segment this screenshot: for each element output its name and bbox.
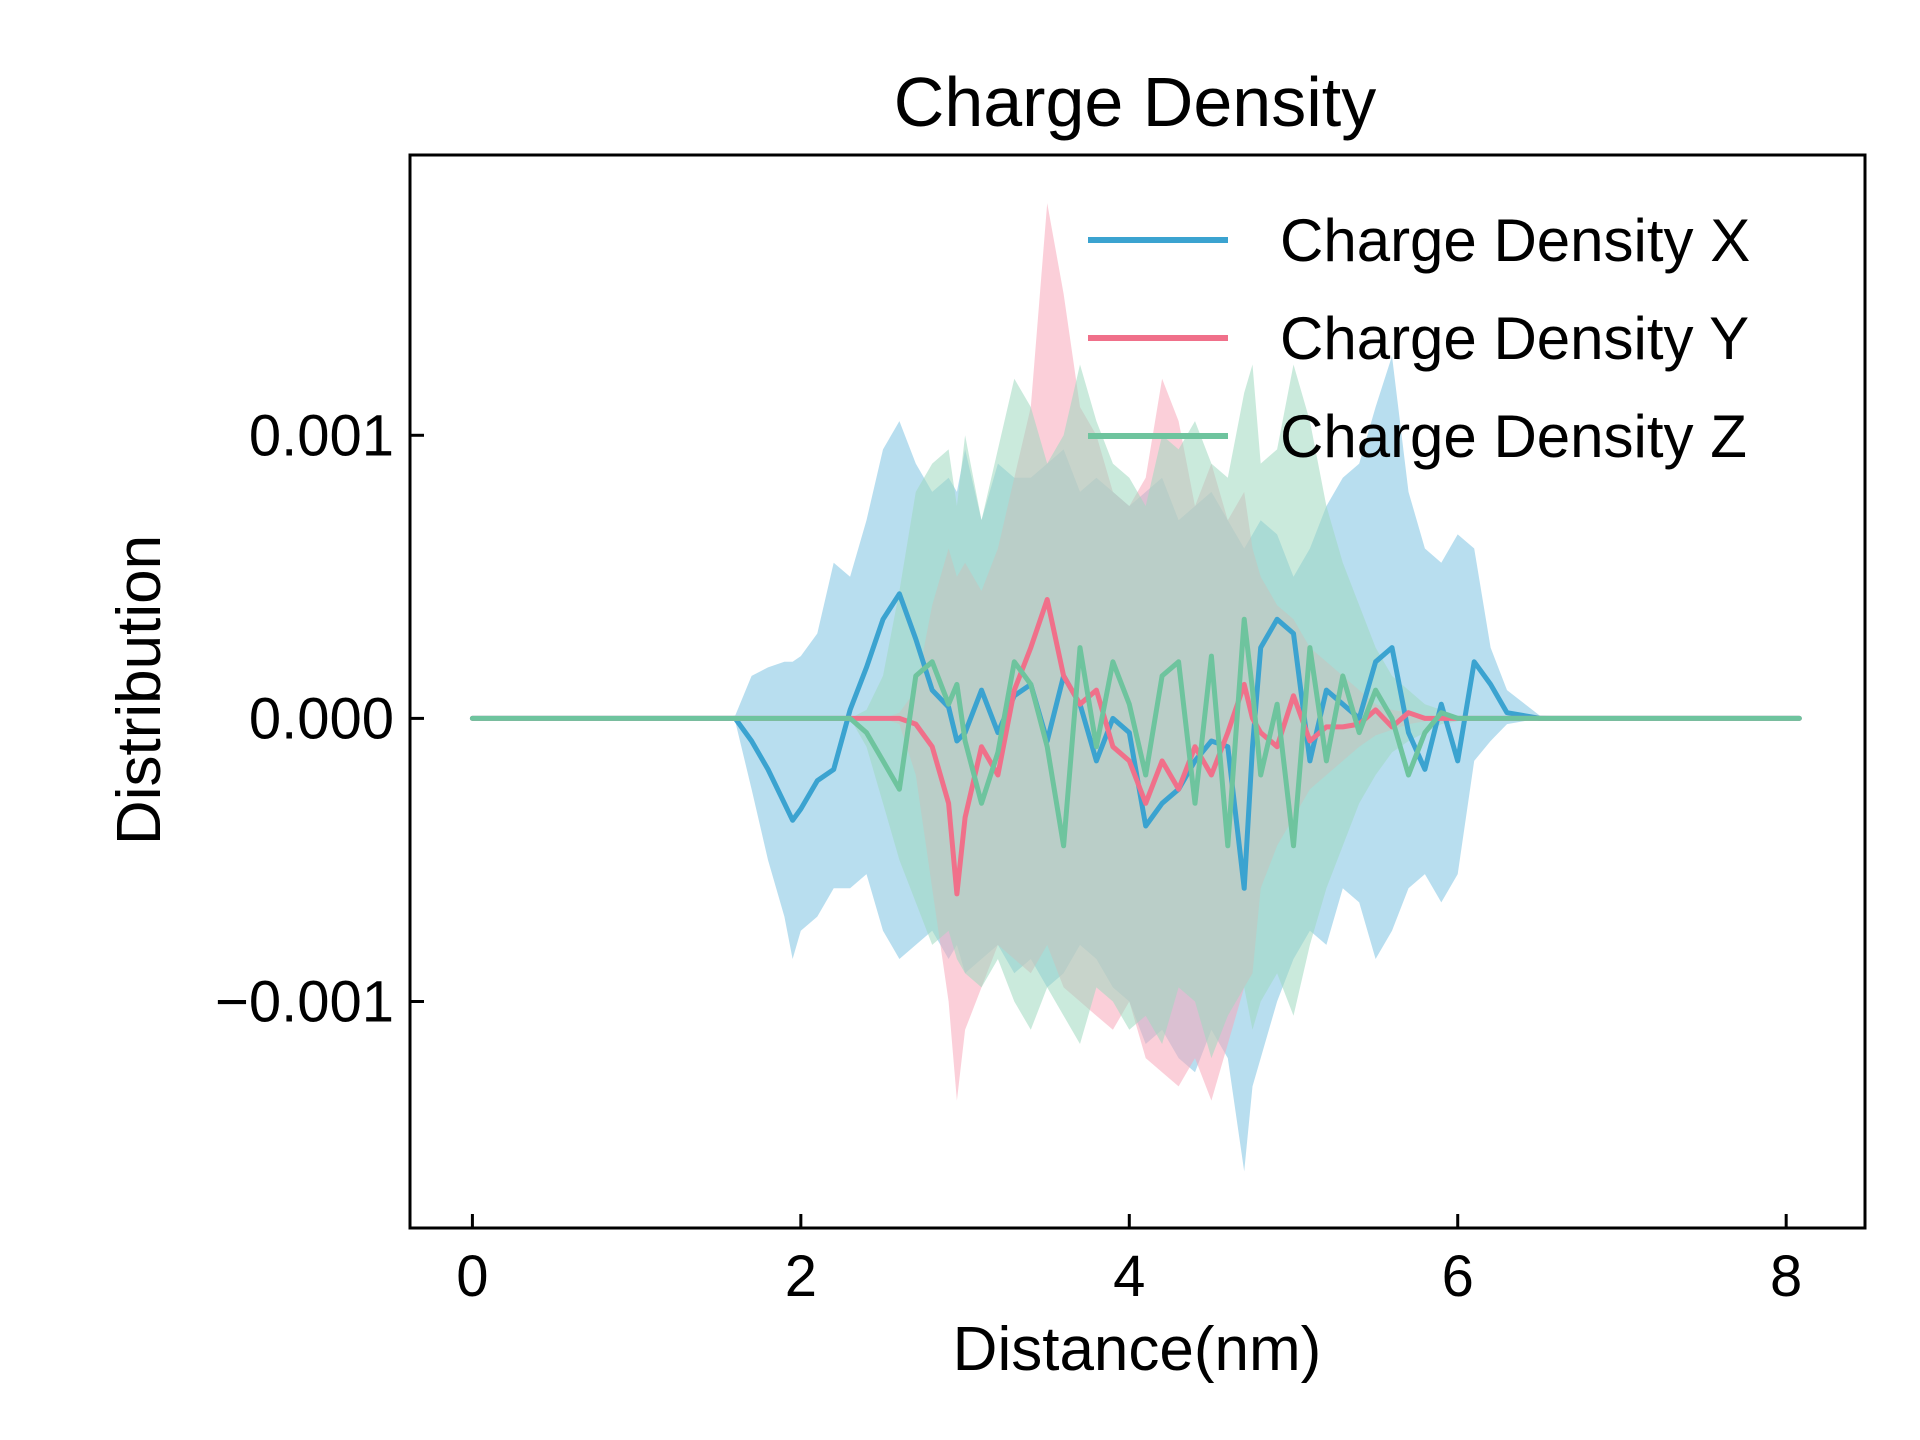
- y-tick-label: 0.001: [249, 403, 394, 468]
- legend: Charge Density X Charge Density Y Charge D…: [1088, 207, 1750, 470]
- plot-frame: [408, 153, 1867, 1230]
- chart-title: Charge Density: [894, 63, 1376, 141]
- legend-label-2: Charge Density Y: [1280, 305, 1749, 372]
- series-lines: [469, 591, 1802, 897]
- y-axis-ticks: −0.001 0.000 0.001: [215, 403, 424, 1035]
- y-tick-label: 0.000: [249, 686, 394, 751]
- line-series-1: [469, 591, 1802, 891]
- x-tick-label: 2: [785, 1244, 817, 1309]
- y-axis-label: Distribution: [105, 535, 174, 845]
- legend-label-3: Charge Density Z: [1280, 403, 1747, 470]
- band-series-3: [472, 364, 1800, 1059]
- x-tick-label: 8: [1770, 1244, 1802, 1309]
- y-tick-label: −0.001: [215, 970, 394, 1035]
- legend-label-1: Charge Density X: [1280, 207, 1750, 274]
- x-axis-ticks: 0 2 4 6 8: [456, 1214, 1802, 1309]
- x-tick-label: 4: [1113, 1244, 1145, 1309]
- x-tick-label: 6: [1442, 1244, 1474, 1309]
- x-axis-label: Distance(nm): [953, 1315, 1322, 1384]
- x-tick-label: 0: [456, 1244, 488, 1309]
- line-series-3: [469, 616, 1802, 849]
